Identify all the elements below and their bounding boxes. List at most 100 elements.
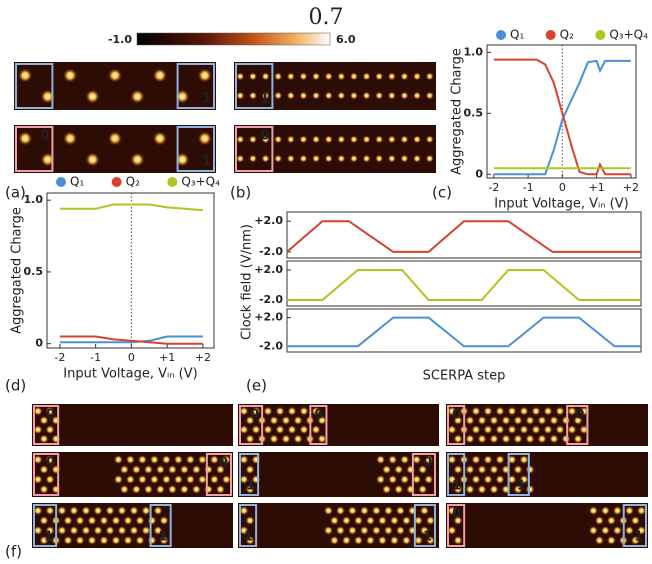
charge-dot: [239, 474, 249, 484]
charge-dot: [549, 415, 559, 425]
charge-dot: [274, 135, 283, 144]
charge-dot: [388, 455, 398, 465]
panel-label: (d): [5, 377, 26, 395]
charge-dot: [63, 516, 73, 526]
charge-dot: [149, 455, 159, 465]
legend-label: Q₁: [70, 175, 84, 189]
x-tick-label: -2: [488, 181, 499, 194]
charge-dot: [155, 484, 165, 494]
charge-dot: [483, 474, 493, 484]
charge-dot: [175, 89, 190, 104]
charge-dot: [425, 72, 434, 81]
cell-label: 1: [634, 530, 643, 545]
cell-box: [149, 504, 172, 547]
charge-dot: [248, 72, 257, 81]
charge-dot: [549, 434, 559, 444]
charge-dot: [471, 474, 481, 484]
charge-dot: [81, 525, 91, 535]
cell-label: 0: [250, 408, 259, 423]
charge-dot: [239, 455, 249, 465]
charge-dot: [465, 434, 475, 444]
charge-dot: [299, 91, 308, 100]
charge-dot: [269, 434, 279, 444]
charge-dot: [152, 131, 167, 146]
charge-dot: [161, 455, 171, 465]
charge-dot: [185, 474, 195, 484]
cell-label: 0: [219, 456, 228, 471]
charge-dot: [412, 474, 422, 484]
legend-label: Q₂: [126, 175, 140, 189]
legend-label: Q₃+Q₄: [181, 175, 220, 189]
charge-dot: [335, 525, 345, 535]
legend-label: Q₃+Q₄: [609, 28, 648, 42]
legend-label: Q₂: [560, 28, 574, 42]
charge-dot: [251, 406, 261, 416]
charge-dot: [85, 89, 100, 104]
charge-dot: [453, 415, 463, 425]
charge-dot: [39, 484, 49, 494]
charge-dot: [400, 455, 410, 465]
charge-dot: [612, 525, 622, 535]
charge-dot: [525, 465, 535, 475]
charge-dot: [495, 455, 505, 465]
series-line: [493, 59, 631, 176]
charge-dot: [261, 135, 270, 144]
charge-dot: [600, 506, 610, 516]
charge-dot: [594, 535, 604, 545]
charge-dot: [311, 406, 321, 416]
charge-dot: [119, 465, 129, 475]
charge-dot: [543, 406, 553, 416]
charge-dot: [425, 535, 435, 545]
charge-dot: [286, 154, 295, 163]
charge-dot: [388, 474, 398, 484]
charge-dot: [382, 465, 392, 475]
charge-dot: [401, 516, 411, 526]
charge-dot: [453, 465, 463, 475]
charge-dot: [39, 465, 49, 475]
colorbar-label: 6.0: [336, 33, 356, 46]
charge-dot: [125, 455, 135, 465]
charge-dot: [286, 72, 295, 81]
cell-label: 1: [202, 92, 211, 107]
y-tick-label: +2.0: [254, 214, 283, 227]
charge-dot: [99, 535, 109, 545]
y-tick-label: -2.0: [259, 293, 283, 306]
charge-dot: [465, 465, 475, 475]
charge-dot: [555, 406, 565, 416]
charge-dot: [400, 135, 409, 144]
charge-dot: [612, 506, 622, 516]
charge-dot: [93, 525, 103, 535]
charge-dot: [513, 434, 523, 444]
x-tick-label: -1: [523, 181, 534, 194]
charge-dot: [111, 516, 121, 526]
cell-box: [33, 405, 60, 445]
cell-box: [239, 405, 264, 445]
legend-marker: [167, 177, 178, 187]
cell-box: [235, 126, 274, 172]
charge-dot: [155, 465, 165, 475]
charge-dot: [413, 135, 422, 144]
charge-dot: [197, 455, 207, 465]
charge-dot: [537, 434, 547, 444]
plot-frame: [286, 260, 642, 307]
cell-box: [33, 453, 60, 496]
charge-dot: [394, 484, 404, 494]
charge-dot: [39, 434, 49, 444]
charge-dot: [447, 525, 457, 535]
charge-dot: [377, 535, 387, 545]
charge-dot: [624, 525, 634, 535]
charge-dot: [383, 525, 393, 535]
charge-dot: [555, 425, 565, 435]
charge-dot: [447, 506, 457, 516]
charge-dot: [359, 506, 369, 516]
charge-dot: [349, 91, 358, 100]
x-tick-label: 0: [128, 351, 135, 364]
panel-label: (f): [5, 543, 22, 561]
charge-dot: [287, 425, 297, 435]
charge-dot: [375, 91, 384, 100]
charge-dot: [261, 91, 270, 100]
charge-dot: [185, 455, 195, 465]
charge-dot: [387, 91, 396, 100]
charge-dot: [630, 516, 640, 526]
cell-label: 1: [44, 530, 53, 545]
